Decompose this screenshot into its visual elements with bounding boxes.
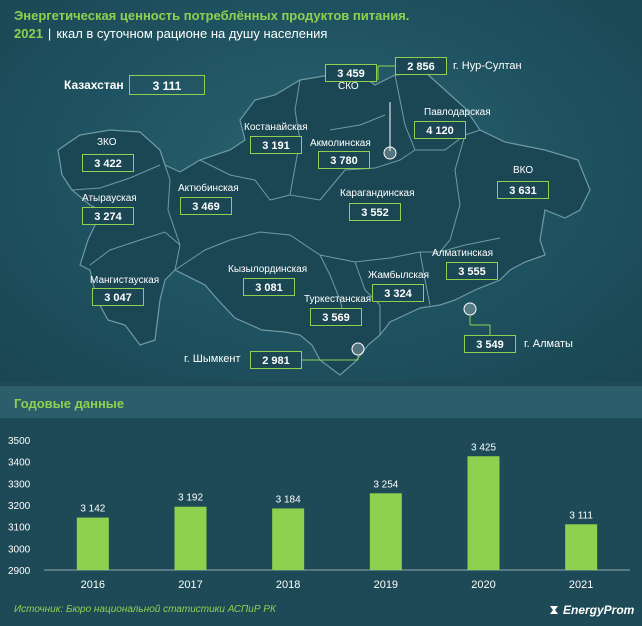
almaty-marker <box>463 302 477 316</box>
region-value-kostanay: 3 191 <box>250 136 302 154</box>
region-value-kyzylorda: 3 081 <box>243 278 295 296</box>
bar-value-label: 3 142 <box>80 504 105 515</box>
border-zko-atyrau <box>71 164 161 191</box>
region-label-turkestan: Туркестанская <box>304 294 372 305</box>
y-axis: 2900 3000 3100 3200 3300 3400 3500 <box>8 436 31 577</box>
region-value-atyrau: 3 274 <box>82 207 134 225</box>
title-line1: Энергетическая ценность потреблённых про… <box>14 8 410 23</box>
border-kostanay-aktobe <box>199 159 291 201</box>
y-tick-label: 3300 <box>8 479 31 490</box>
country-outline <box>57 69 591 376</box>
bar-2018 <box>272 508 305 570</box>
section-title: Годовые данные <box>14 396 125 411</box>
region-label-akmola: Акмолинская <box>310 138 371 149</box>
kazakhstan-label: Казахстан <box>64 78 124 92</box>
x-tick-label: 2016 <box>81 579 105 591</box>
bar-value-label: 3 425 <box>471 442 496 453</box>
x-tick-label: 2017 <box>178 579 202 591</box>
kazakhstan-value: 3 111 <box>129 75 205 95</box>
y-tick-label: 3400 <box>8 458 31 469</box>
logo-icon <box>550 606 558 614</box>
region-value-almaty-obl: 3 555 <box>446 262 498 280</box>
region-value-akmola: 3 780 <box>318 151 370 169</box>
bar-2016 <box>76 517 109 570</box>
border-aktobe-kyzyl <box>174 231 321 271</box>
x-tick-label: 2018 <box>276 579 300 591</box>
border-vko-karaganda <box>439 134 466 253</box>
bars: 3 142 2016 3 192 2017 3 184 2018 3 254 2019 3 42… <box>76 442 598 591</box>
city-value-nursultan: 2 856 <box>395 57 447 75</box>
region-label-kyzylorda: Кызылординская <box>228 264 308 275</box>
bar-value-label: 3 111 <box>569 510 593 521</box>
region-value-turkestan: 3 569 <box>310 308 362 326</box>
title-year: 2021 <box>14 26 43 41</box>
region-label-zhambyl: Жамбылская <box>368 270 429 281</box>
border-zham-alm <box>419 251 431 306</box>
region-value-karaganda: 3 552 <box>349 203 401 221</box>
y-tick-label: 3200 <box>8 501 31 512</box>
region-value-aktobe: 3 469 <box>180 197 232 215</box>
source-note: Источник: Бюро национальной статистики А… <box>14 604 276 615</box>
bar-value-label: 3 192 <box>178 493 203 504</box>
annual-panel <box>0 382 642 626</box>
region-label-vko: ВКО <box>513 165 534 176</box>
y-tick-label: 3500 <box>8 436 31 447</box>
border-sko-akm <box>329 114 386 131</box>
bar-2020 <box>467 456 500 570</box>
city-value-almaty: 3 549 <box>464 335 516 353</box>
energyprom-logo: EnergyProm <box>548 603 634 617</box>
x-tick-label: 2019 <box>374 579 398 591</box>
region-label-mangistau: Мангистауская <box>90 275 160 286</box>
x-tick-label: 2020 <box>471 579 495 591</box>
y-tick-label: 3100 <box>8 523 31 534</box>
region-label-sko: СКО <box>338 81 359 92</box>
title-unit: ккал в суточном рационе на душу населени… <box>56 26 328 41</box>
region-value-mangistau: 3 047 <box>92 288 144 306</box>
region-label-pavlodar: Павлодарская <box>424 107 491 118</box>
region-value-sko: 3 459 <box>325 64 377 82</box>
region-label-aktobe: Актюбинская <box>178 183 239 194</box>
region-label-zko: ЗКО <box>97 137 117 148</box>
shymkent-marker <box>351 342 365 356</box>
logo-text: EnergyProm <box>563 603 635 617</box>
title-line2: 2021 | ккал в суточном рационе на душу нас… <box>14 26 328 41</box>
nursultan-marker <box>383 146 397 160</box>
city-label-nursultan: г. Нур-Султан <box>453 60 522 72</box>
region-label-karaganda: Карагандинская <box>340 188 415 199</box>
y-tick-label: 3000 <box>8 544 31 555</box>
city-label-almaty: г. Алматы <box>524 338 573 350</box>
border-akm-karaganda <box>319 149 416 201</box>
bar-2017 <box>174 506 207 570</box>
border-atyrau-mang <box>89 231 181 266</box>
bar-value-label: 3 184 <box>276 494 301 505</box>
section-band <box>0 386 642 418</box>
region-label-kostanay: Костанайская <box>244 122 308 133</box>
bar-2019 <box>369 493 402 570</box>
x-tick-label: 2021 <box>569 579 593 591</box>
border-aktobe-west <box>159 149 181 271</box>
region-value-vko: 3 631 <box>497 181 549 199</box>
region-value-zko: 3 422 <box>82 154 134 172</box>
y-tick-label: 2900 <box>8 566 31 577</box>
bar-value-label: 3 254 <box>373 479 398 490</box>
bar-2021 <box>565 524 598 570</box>
region-value-zhambyl: 3 324 <box>372 284 424 302</box>
city-value-shymkent: 2 981 <box>250 351 302 369</box>
city-label-shymkent: г. Шымкент <box>184 353 241 365</box>
region-value-pavlodar: 4 120 <box>414 121 466 139</box>
region-label-almaty-obl: Алматинская <box>432 248 493 259</box>
region-label-atyrau: Атырауская <box>82 193 137 204</box>
